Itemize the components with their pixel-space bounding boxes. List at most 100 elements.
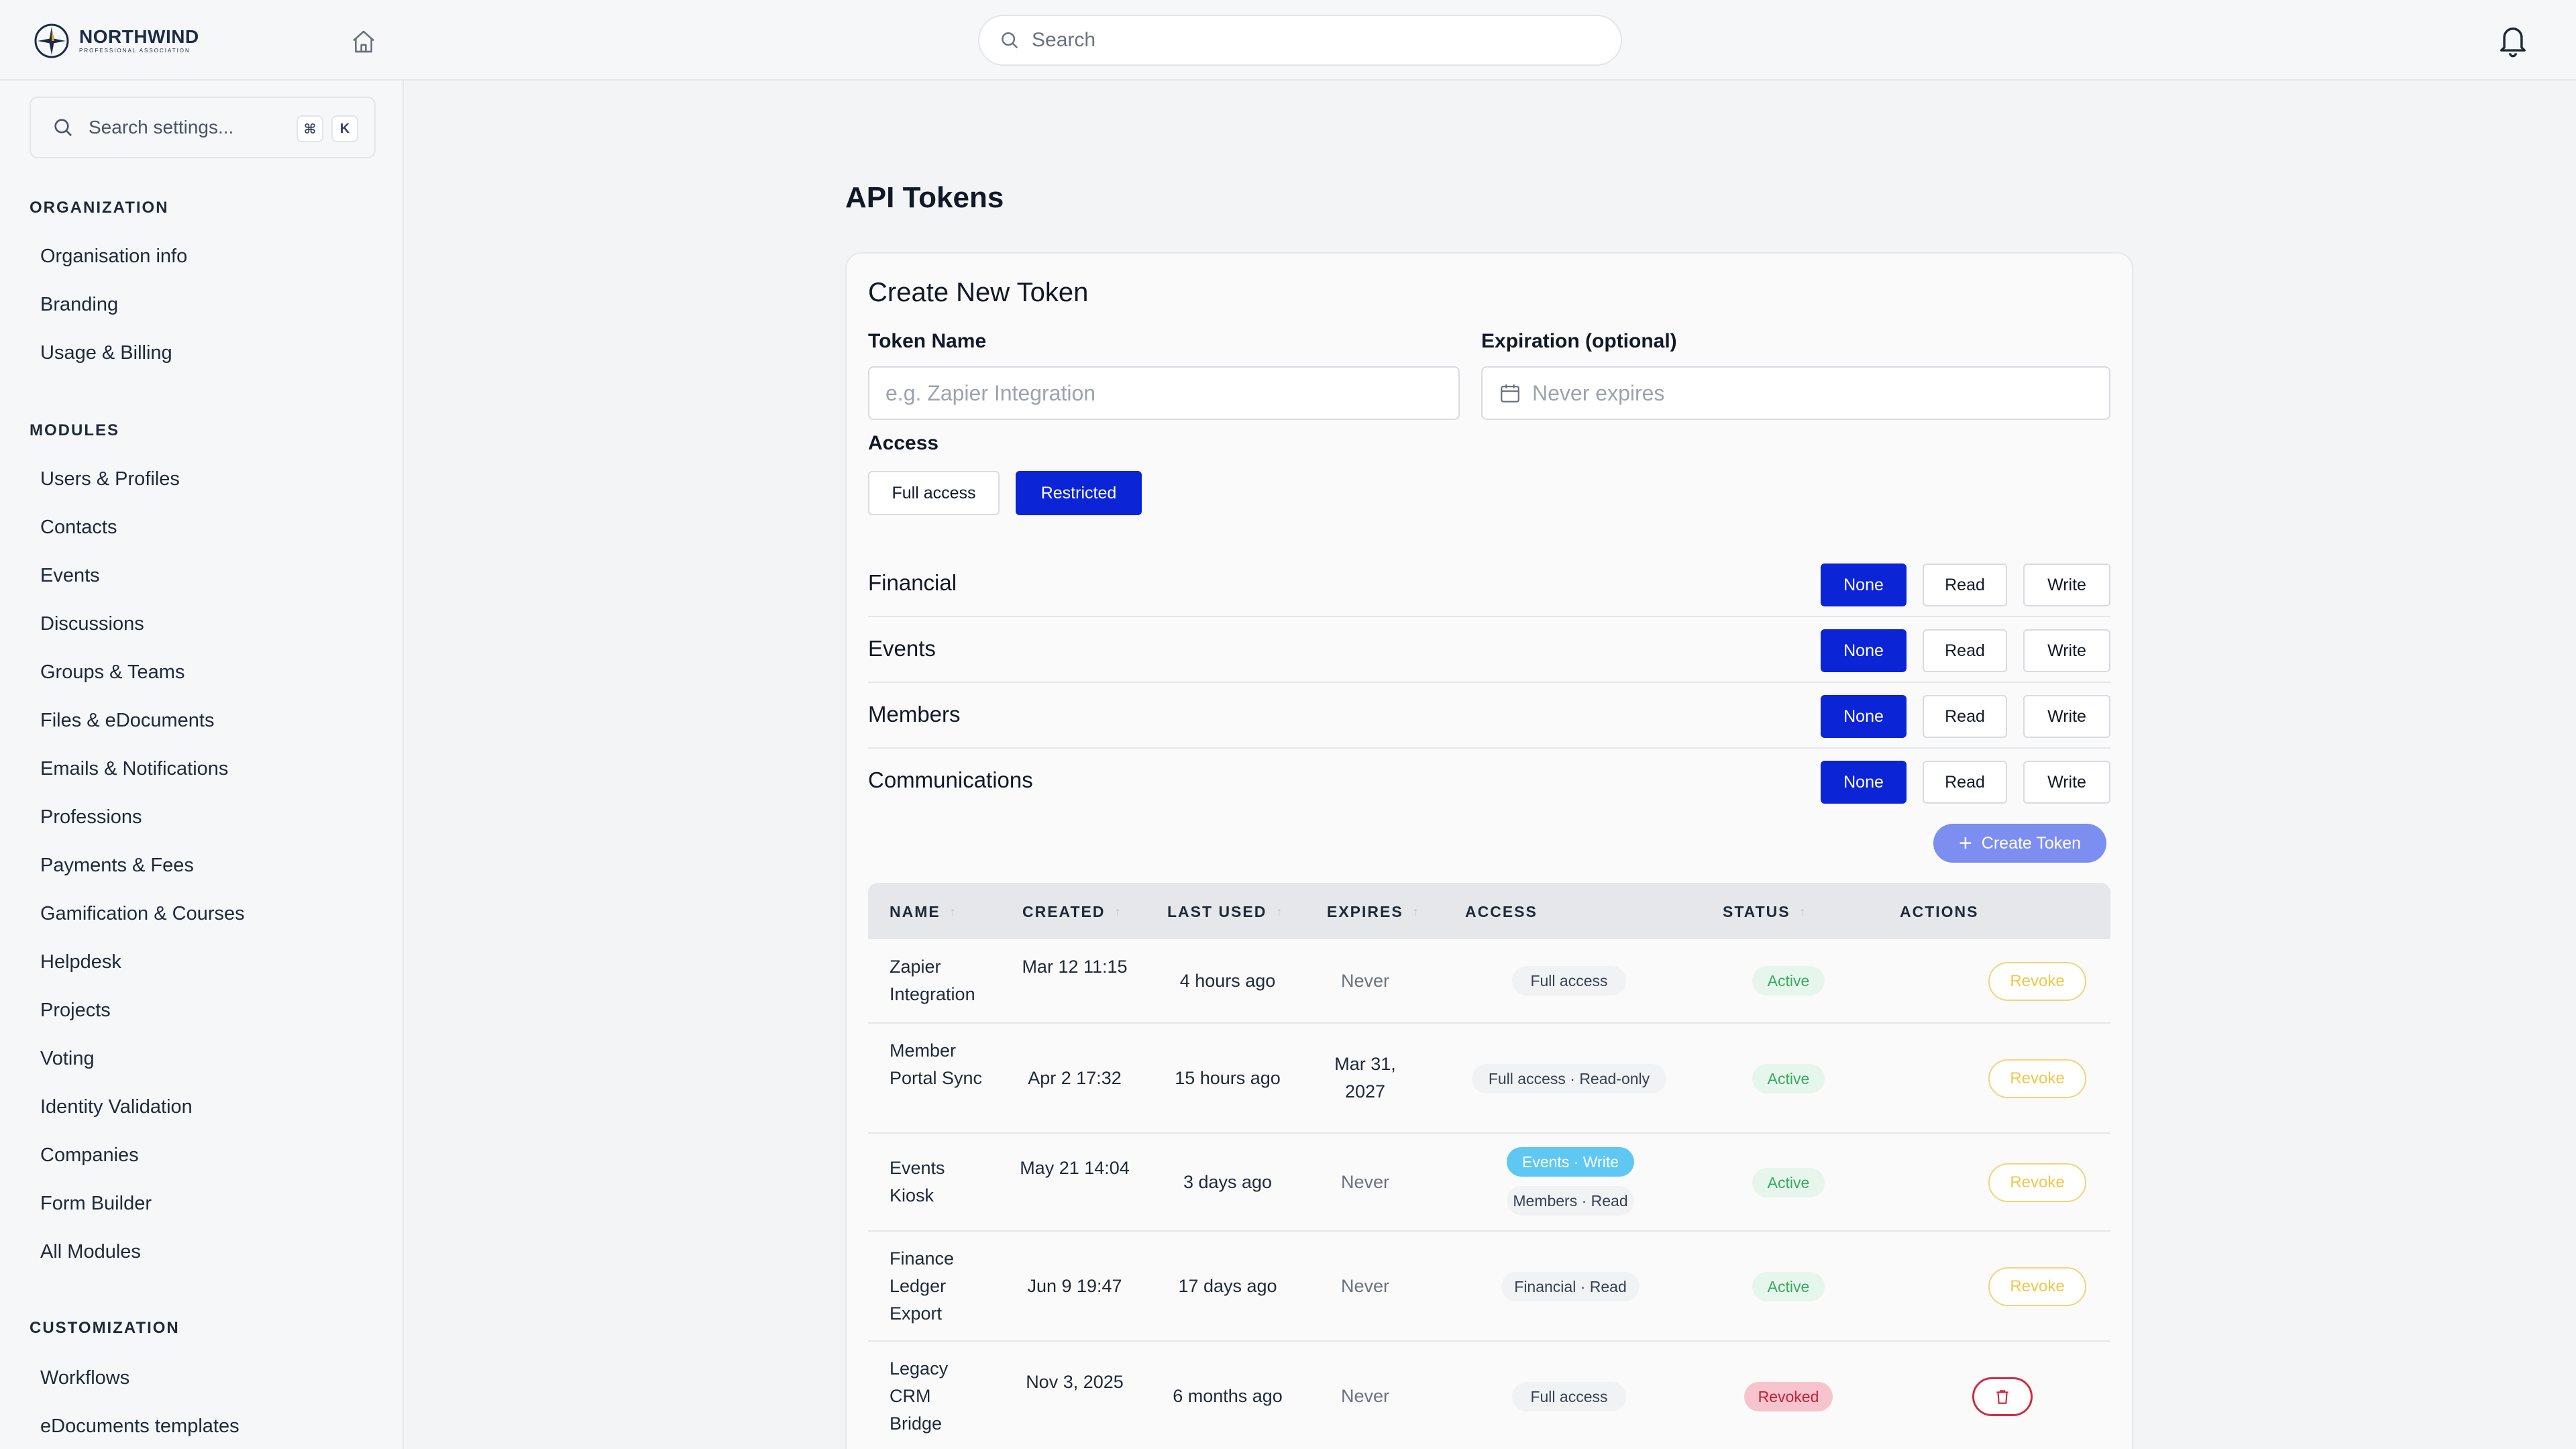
column-header-expires[interactable]: EXPIRES ↑	[1327, 903, 1420, 920]
permission-none-button[interactable]: None	[1821, 629, 1907, 672]
main-content: API Tokens Create New Token Token Name E…	[405, 80, 2576, 1449]
column-header-status[interactable]: STATUS ↑	[1723, 903, 1807, 920]
section-title-customization: CUSTOMIZATION	[30, 1319, 180, 1337]
sidebar-item-companies[interactable]: Companies	[40, 1144, 139, 1166]
expiration-input[interactable]	[1532, 380, 2109, 406]
page-title: API Tokens	[845, 181, 1004, 214]
permission-label: Communications	[868, 767, 1033, 792]
permission-none-button[interactable]: None	[1821, 761, 1907, 804]
token-expires: Never	[1340, 1172, 1390, 1192]
status-badge: Active	[1752, 1064, 1825, 1093]
sidebar-item-organisation-info[interactable]: Organisation info	[40, 246, 188, 267]
permission-write-button[interactable]: Write	[2023, 564, 2110, 606]
token-name: Finance Ledger Export	[890, 1248, 955, 1324]
access-badge: Members · Read	[1507, 1186, 1634, 1216]
permission-read-button[interactable]: Read	[1923, 761, 2007, 804]
expiration-field[interactable]	[1481, 366, 2110, 420]
search-icon	[1002, 32, 1018, 49]
status-badge: Active	[1752, 1168, 1825, 1197]
sidebar-item-payments-fees[interactable]: Payments & Fees	[40, 855, 194, 876]
table-row: Events Kiosk May 21 14:04 3 days ago Nev…	[868, 1134, 2110, 1232]
permission-write-button[interactable]: Write	[2023, 761, 2110, 804]
sort-arrow-icon: ↑	[949, 905, 957, 918]
token-name-input[interactable]	[885, 380, 1458, 406]
sidebar-item-branding[interactable]: Branding	[40, 294, 119, 315]
token-created: Apr 2 17:32	[1028, 1068, 1122, 1088]
permission-read-button[interactable]: Read	[1923, 695, 2007, 738]
column-header-last-used[interactable]: LAST USED ↑	[1167, 903, 1284, 920]
revoke-button[interactable]: Revoke	[1988, 1163, 2086, 1202]
sidebar-item-projects[interactable]: Projects	[40, 1000, 111, 1021]
permission-label: Events	[868, 636, 936, 661]
sidebar-item-professions[interactable]: Professions	[40, 806, 142, 828]
settings-sidebar: ⌘ K ORGANIZATION Organisation info Brand…	[0, 80, 404, 1449]
access-restricted-button[interactable]: Restricted	[1016, 471, 1142, 515]
permission-row-communications: Communications None Read Write	[868, 749, 2110, 814]
permission-write-button[interactable]: Write	[2023, 629, 2110, 672]
permission-none-button[interactable]: None	[1821, 695, 1907, 738]
sidebar-item-helpdesk[interactable]: Helpdesk	[40, 951, 121, 973]
delete-token-button[interactable]	[1972, 1377, 2033, 1416]
access-badge: Full access	[1512, 1382, 1626, 1411]
status-badge: Revoked	[1744, 1382, 1833, 1411]
column-header-name[interactable]: NAME ↑	[890, 903, 957, 920]
sidebar-item-all-modules[interactable]: All Modules	[40, 1241, 141, 1263]
section-title-organization: ORGANIZATION	[30, 199, 169, 217]
column-header-created[interactable]: CREATED ↑	[1022, 903, 1122, 920]
permission-read-button[interactable]: Read	[1923, 629, 2007, 672]
sidebar-item-form-builder[interactable]: Form Builder	[40, 1193, 152, 1214]
sidebar-item-emails-notifications[interactable]: Emails & Notifications	[40, 758, 229, 780]
token-last-used: 15 hours ago	[1175, 1068, 1281, 1088]
home-button[interactable]	[349, 27, 378, 56]
sidebar-item-discussions[interactable]: Discussions	[40, 613, 144, 635]
access-badge: Full access	[1512, 966, 1626, 996]
token-created: Nov 3, 2025	[1026, 1372, 1124, 1392]
sidebar-item-edocuments-templates[interactable]: eDocuments templates	[40, 1415, 239, 1437]
settings-search-input[interactable]	[89, 117, 290, 138]
create-token-label: Create Token	[1981, 833, 2082, 853]
plus-icon: +	[1958, 830, 1972, 856]
sidebar-item-workflows[interactable]: Workflows	[40, 1367, 130, 1389]
access-badge: Financial · Read	[1501, 1272, 1640, 1301]
table-header: NAME ↑ CREATED ↑ LAST USED ↑ EXPIRES ↑ ACCES…	[868, 883, 2110, 939]
calendar-icon	[1501, 384, 1519, 402]
permission-label: Members	[868, 702, 961, 727]
token-last-used: 17 days ago	[1178, 1276, 1277, 1296]
revoke-button[interactable]: Revoke	[1988, 1267, 2086, 1306]
permission-none-button[interactable]: None	[1821, 564, 1907, 606]
tokens-table: NAME ↑ CREATED ↑ LAST USED ↑ EXPIRES ↑ ACCES…	[868, 883, 2110, 1449]
token-created: Jun 9 19:47	[1027, 1276, 1122, 1296]
token-expires: Never	[1340, 1276, 1390, 1296]
brand-subtitle: PROFESSIONAL ASSOCIATION	[79, 48, 191, 54]
permission-read-button[interactable]: Read	[1923, 564, 2007, 606]
sidebar-item-identity-validation[interactable]: Identity Validation	[40, 1096, 193, 1118]
permission-write-button[interactable]: Write	[2023, 695, 2110, 738]
revoke-button[interactable]: Revoke	[1988, 962, 2086, 1001]
sidebar-item-events[interactable]: Events	[40, 565, 100, 586]
token-name-label: Token Name	[868, 330, 987, 352]
table-row: Legacy CRM Bridge Nov 3, 2025 6 months a…	[868, 1342, 2110, 1449]
global-search-input[interactable]	[1032, 29, 1582, 52]
permission-row-members: Members None Read Write	[868, 683, 2110, 749]
top-bar: NORTHWIND PROFESSIONAL ASSOCIATION	[0, 0, 2576, 80]
token-name-field[interactable]	[868, 366, 1460, 420]
settings-search[interactable]: ⌘ K	[30, 97, 376, 158]
token-name: Events Kiosk	[890, 1158, 945, 1205]
sidebar-item-usage-billing[interactable]: Usage & Billing	[40, 342, 172, 364]
global-search[interactable]	[978, 15, 1622, 66]
access-label: Access	[868, 432, 939, 454]
sidebar-item-groups-teams[interactable]: Groups & Teams	[40, 661, 185, 683]
revoke-button[interactable]: Revoke	[1988, 1059, 2086, 1098]
notifications-bell-icon[interactable]	[2496, 21, 2530, 59]
brand-logo[interactable]: NORTHWIND PROFESSIONAL ASSOCIATION	[34, 23, 199, 59]
sidebar-item-users-profiles[interactable]: Users & Profiles	[40, 468, 180, 490]
access-full-button[interactable]: Full access	[868, 471, 1000, 515]
sidebar-item-gamification-courses[interactable]: Gamification & Courses	[40, 903, 245, 924]
sidebar-item-voting[interactable]: Voting	[40, 1048, 95, 1069]
sidebar-item-files-edocuments[interactable]: Files & eDocuments	[40, 710, 215, 731]
sidebar-item-contacts[interactable]: Contacts	[40, 517, 117, 538]
token-created: Mar 12 11:15	[1022, 957, 1128, 977]
create-token-button[interactable]: + Create Token	[1933, 824, 2106, 863]
card-title: Create New Token	[868, 278, 1089, 307]
token-name: Zapier Integration	[890, 957, 975, 1004]
